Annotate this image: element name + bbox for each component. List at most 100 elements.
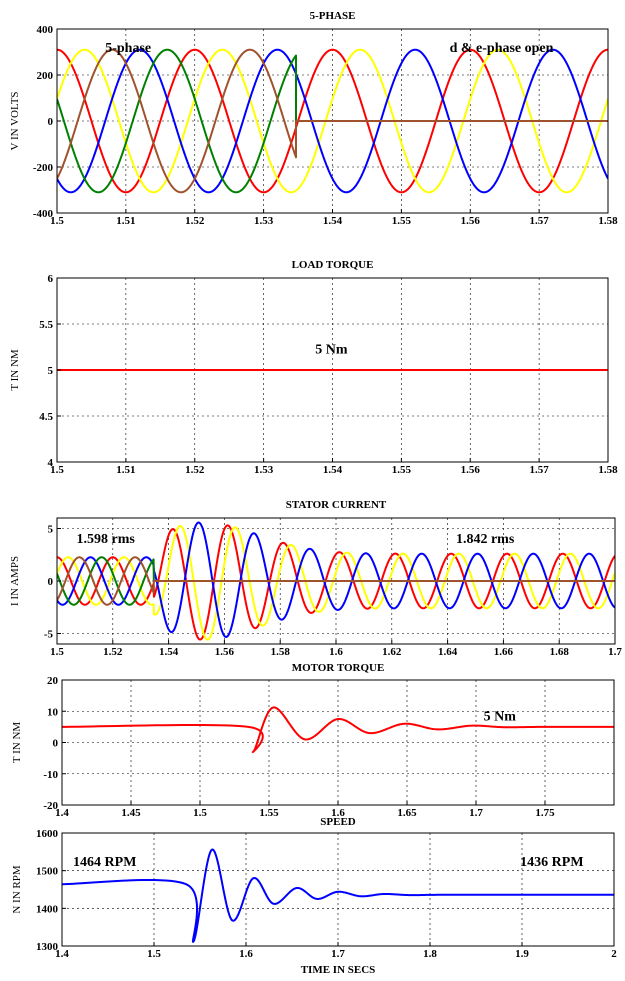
x-tick-label: 1.55 bbox=[392, 464, 412, 476]
y-tick-label: 1600 bbox=[36, 828, 59, 840]
annotation-1464-rpm: 1464 RPM bbox=[73, 855, 136, 870]
y-axis-label: I IN AMPS bbox=[9, 556, 21, 606]
trace-phase-3 bbox=[57, 48, 608, 194]
plot-area bbox=[62, 706, 614, 754]
y-axis-label: T IN NM bbox=[11, 722, 23, 764]
y-tick-label: 5 bbox=[48, 524, 54, 536]
y-tick-label: 400 bbox=[37, 24, 54, 36]
x-tick-label: 1.7 bbox=[331, 948, 345, 960]
x-tick-label: 1.6 bbox=[239, 948, 253, 960]
y-tick-label: -400 bbox=[33, 208, 54, 220]
y-tick-label: 4.5 bbox=[39, 411, 53, 423]
x-tick-label: 1.5 bbox=[193, 807, 207, 819]
x-tick-label: 1.68 bbox=[550, 646, 570, 658]
x-tick-label: 1.52 bbox=[185, 215, 205, 227]
y-tick-label: 10 bbox=[47, 706, 59, 718]
y-tick-label: 6 bbox=[48, 273, 54, 285]
y-axis-label: V IN VOLTS bbox=[9, 91, 21, 150]
x-tick-label: 1.57 bbox=[530, 215, 550, 227]
x-tick-label: 1.54 bbox=[159, 646, 179, 658]
trace-phase-5 bbox=[57, 556, 615, 606]
x-tick-label: 1.4 bbox=[55, 948, 69, 960]
x-tick-label: 1.54 bbox=[323, 215, 343, 227]
plot-area bbox=[57, 521, 615, 641]
y-tick-label: 5 bbox=[48, 365, 54, 377]
plot-area bbox=[57, 48, 608, 194]
x-tick-label: 1.56 bbox=[461, 464, 481, 476]
x-tick-label: 1.57 bbox=[530, 464, 550, 476]
x-tick-label: 1.55 bbox=[259, 807, 279, 819]
x-tick-label: 1.45 bbox=[121, 807, 141, 819]
annotation-1-598-rms: 1.598 rms bbox=[77, 532, 136, 547]
chart-title: SPEED bbox=[320, 816, 356, 828]
plot-area bbox=[62, 848, 614, 943]
trace-series-1 bbox=[62, 706, 614, 754]
x-tick-label: 1.6 bbox=[329, 646, 343, 658]
x-tick-label: 1.51 bbox=[116, 215, 135, 227]
y-tick-label: -20 bbox=[43, 800, 58, 812]
trace-phase-2 bbox=[57, 48, 608, 194]
y-tick-label: 1300 bbox=[36, 941, 59, 953]
annotation-5-nm: 5 Nm bbox=[484, 710, 517, 725]
annotation-5-nm: 5 Nm bbox=[315, 342, 348, 357]
chart-voltage: 5-PHASE 1.5 1.51 1.52 1.53 1.54 1.55 1.56 1.57 1.… bbox=[9, 10, 618, 227]
x-tick-label: 1.5 bbox=[50, 464, 64, 476]
x-tick-label: 1.55 bbox=[392, 215, 412, 227]
trace-phase-2 bbox=[57, 525, 615, 641]
x-tick-label: 1.8 bbox=[423, 948, 437, 960]
x-tick-label: 1.65 bbox=[397, 807, 417, 819]
x-tick-label: 1.5 bbox=[147, 948, 161, 960]
x-tick-label: 1.53 bbox=[254, 464, 274, 476]
chart-load-torque: LOAD TORQUE 1.5 1.51 1.52 1.53 1.54 1.55 1.56 1.… bbox=[9, 259, 618, 476]
y-tick-label: 200 bbox=[37, 70, 54, 82]
y-tick-label: 1500 bbox=[36, 866, 59, 878]
chart-motor-torque: MOTOR TORQUE 1.4 1.45 1.5 1.55 1.6 1.65 1.7 1.75… bbox=[11, 662, 615, 819]
y-tick-label: 20 bbox=[47, 675, 59, 687]
x-tick-label: 1.56 bbox=[215, 646, 235, 658]
y-tick-label: -200 bbox=[33, 162, 54, 174]
y-axis-label: T IN NM bbox=[9, 349, 21, 391]
x-tick-label: 1.53 bbox=[254, 215, 274, 227]
trace-series-1 bbox=[62, 848, 614, 943]
x-tick-label: 1.75 bbox=[535, 807, 555, 819]
x-tick-label: 1.58 bbox=[271, 646, 291, 658]
x-tick-label: 1.64 bbox=[438, 646, 458, 658]
chart-speed: SPEED 1.4 1.5 1.6 1.7 1.8 1.9 2 1300 1400 1500 1600… bbox=[11, 816, 617, 976]
y-tick-label: 5.5 bbox=[39, 319, 53, 331]
x-tick-label: 1.52 bbox=[103, 646, 123, 658]
x-tick-label: 1.6 bbox=[331, 807, 345, 819]
annotation-5-phase: 5-phase bbox=[105, 41, 151, 56]
annotation-1436-rpm: 1436 RPM bbox=[520, 855, 583, 870]
y-tick-label: -5 bbox=[44, 629, 54, 641]
y-tick-label: 1400 bbox=[36, 903, 59, 915]
y-tick-label: 0 bbox=[53, 738, 59, 750]
x-tick-label: 1.58 bbox=[598, 464, 618, 476]
x-tick-label: 1.58 bbox=[598, 215, 618, 227]
y-axis-label: N IN RPM bbox=[11, 865, 23, 914]
chart-stator-current: STATOR CURRENT 1.5 1.52 1.54 1.56 1.58 1.6 1.62… bbox=[9, 499, 622, 658]
chart-title: LOAD TORQUE bbox=[292, 259, 374, 271]
chart-title: MOTOR TORQUE bbox=[292, 662, 385, 674]
annotation-d-e-phase-open: d & e-phase open bbox=[450, 41, 554, 56]
x-tick-label: 1.51 bbox=[116, 464, 135, 476]
y-tick-label: 0 bbox=[48, 116, 54, 128]
x-tick-label: 1.7 bbox=[608, 646, 622, 658]
x-tick-label: 2 bbox=[611, 948, 617, 960]
trace-phase-5 bbox=[57, 48, 608, 194]
x-tick-label: 1.54 bbox=[323, 464, 343, 476]
x-axis-label: TIME IN SECS bbox=[301, 964, 376, 976]
x-tick-label: 1.4 bbox=[55, 807, 69, 819]
chart-title: STATOR CURRENT bbox=[286, 499, 387, 511]
chart-title: 5-PHASE bbox=[310, 10, 356, 22]
trace-phase-1 bbox=[57, 524, 615, 641]
x-tick-label: 1.56 bbox=[461, 215, 481, 227]
trace-phase-3 bbox=[57, 521, 615, 638]
x-tick-label: 1.62 bbox=[382, 646, 402, 658]
trace-phase-1 bbox=[57, 48, 608, 194]
x-tick-label: 1.9 bbox=[515, 948, 529, 960]
x-tick-label: 1.5 bbox=[50, 215, 64, 227]
y-tick-label: -10 bbox=[43, 769, 58, 781]
y-tick-label: 4 bbox=[48, 457, 54, 469]
annotation-1-842-rms: 1.842 rms bbox=[456, 532, 515, 547]
